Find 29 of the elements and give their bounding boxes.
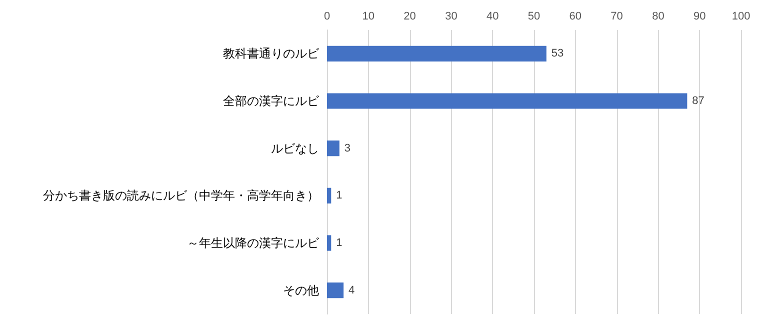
data-label: 1 (336, 190, 342, 202)
x-tick-label: 50 (528, 10, 540, 22)
data-label: 3 (344, 142, 351, 154)
x-tick-label: 20 (404, 10, 416, 22)
data-label: 53 (551, 48, 564, 60)
data-label: 4 (348, 284, 355, 296)
y-tick-label: その他 (283, 283, 319, 298)
x-tick-label: 70 (610, 10, 623, 22)
data-label: 87 (692, 95, 704, 107)
x-tick-label: 60 (569, 10, 582, 22)
y-tick-label: 全部の漢字にルビ (223, 94, 320, 108)
x-tick-label: 100 (732, 10, 750, 22)
bar (327, 188, 332, 204)
bar (327, 93, 688, 109)
x-tick-label: 40 (486, 10, 499, 22)
y-tick-label: ～年生以降の漢字にルビ (187, 236, 320, 250)
x-tick-label: 80 (652, 10, 664, 22)
bar (327, 235, 332, 251)
bar (327, 140, 340, 156)
bar (327, 46, 546, 62)
data-label: 1 (336, 237, 342, 249)
x-tick-label: 0 (324, 10, 330, 22)
x-tick-label: 30 (445, 10, 458, 22)
y-tick-label: 分かち書き版の読みにルビ（中学年・高学年向き） (43, 188, 319, 203)
y-tick-label: ルビなし (271, 141, 319, 156)
x-tick-label: 10 (362, 10, 375, 22)
x-tick-label: 90 (693, 10, 706, 22)
y-tick-label: 教科書通りのルビ (223, 46, 320, 61)
bar (327, 282, 344, 298)
